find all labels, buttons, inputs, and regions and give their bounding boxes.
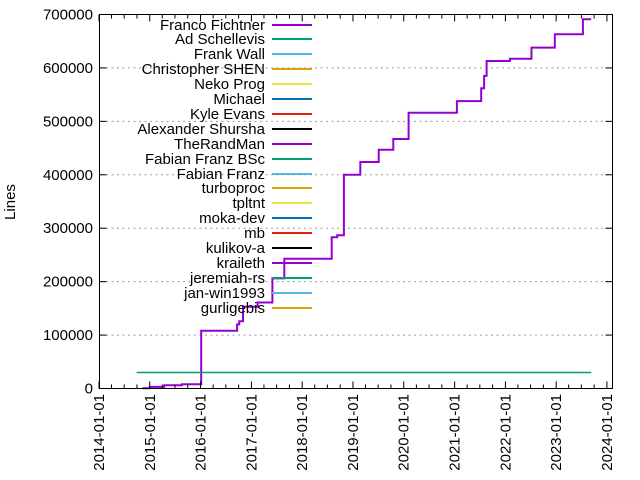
x-tick-label: 2024-01-01 xyxy=(599,394,616,471)
x-tick-label: 2014-01-01 xyxy=(91,394,108,471)
x-tick-label: 2023-01-01 xyxy=(548,394,565,471)
x-tick-label: 2021-01-01 xyxy=(447,394,464,471)
y-tick-label: 500000 xyxy=(43,113,93,130)
x-tick-label: 2018-01-01 xyxy=(294,394,311,471)
y-tick-label: 100000 xyxy=(43,327,93,344)
y-tick-label: 700000 xyxy=(43,7,93,24)
plot-border xyxy=(99,14,613,389)
x-tick-label: 2022-01-01 xyxy=(497,394,514,471)
y-tick-label: 600000 xyxy=(43,60,93,77)
x-tick-label: 2019-01-01 xyxy=(345,394,362,471)
y-tick-label: 200000 xyxy=(43,274,93,291)
y-tick-label: 0 xyxy=(85,381,93,398)
x-tick-label: 2016-01-01 xyxy=(193,394,210,471)
y-axis-title: Lines xyxy=(2,183,19,220)
x-tick-label: 2015-01-01 xyxy=(142,394,159,471)
series-line-franco-fichtner xyxy=(142,18,592,390)
x-tick-label: 2020-01-01 xyxy=(396,394,413,471)
y-tick-label: 400000 xyxy=(43,167,93,184)
y-tick-label: 300000 xyxy=(43,220,93,237)
x-tick-label: 2017-01-01 xyxy=(243,394,260,471)
